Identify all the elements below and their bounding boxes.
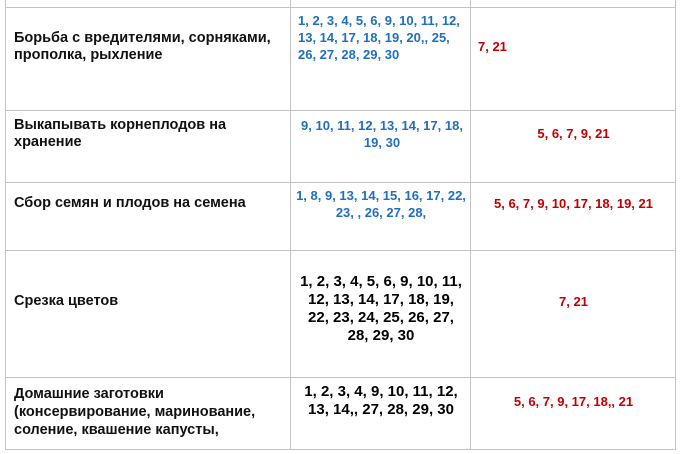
divider xyxy=(5,7,676,8)
divider xyxy=(5,250,676,251)
task-cell: Домашние заготовки (консервирование, мар… xyxy=(14,386,256,438)
unfavorable-days-cell: 7, 21 xyxy=(478,39,507,54)
favorable-days-cell: 1, 2, 3, 4, 5, 6, 9, 10, 11, 12, 13, 14,… xyxy=(300,273,462,344)
unfavorable-days-cell: 5, 6, 7, 9, 21 xyxy=(537,126,610,141)
divider xyxy=(470,0,471,450)
unfavorable-days-cell: 5, 6, 7, 9, 17, 18,, 21 xyxy=(513,394,634,409)
divider xyxy=(5,110,676,111)
favorable-days-cell: 1, 2, 3, 4, 5, 6, 9, 10, 11, 12, 13, 14,… xyxy=(298,13,460,62)
divider xyxy=(5,182,676,183)
divider xyxy=(290,0,291,450)
divider xyxy=(5,377,676,378)
favorable-days-cell: 1, 8, 9, 13, 14, 15, 16, 17, 22, 23, , 2… xyxy=(296,188,466,220)
divider xyxy=(675,0,676,450)
task-cell: Борьба с вредителями, сорняками, прополк… xyxy=(14,30,271,63)
favorable-days-cell: 9, 10, 11, 12, 13, 14, 17, 18, 19, 30 xyxy=(301,118,463,150)
task-cell: Сбор семян и плодов на семена xyxy=(14,195,246,211)
task-cell: Срезка цветов xyxy=(14,293,119,309)
divider xyxy=(5,449,676,450)
favorable-days-cell: 1, 2, 3, 4, 9, 10, 11, 12, 13, 14,, 27, … xyxy=(304,383,458,418)
unfavorable-days-cell: 7, 21 xyxy=(559,294,588,309)
divider xyxy=(5,0,6,450)
task-cell: Выкапывать корнеплодов на хранение xyxy=(14,117,227,150)
unfavorable-days-cell: 5, 6, 7, 9, 10, 17, 18, 19, 21 xyxy=(493,196,653,211)
